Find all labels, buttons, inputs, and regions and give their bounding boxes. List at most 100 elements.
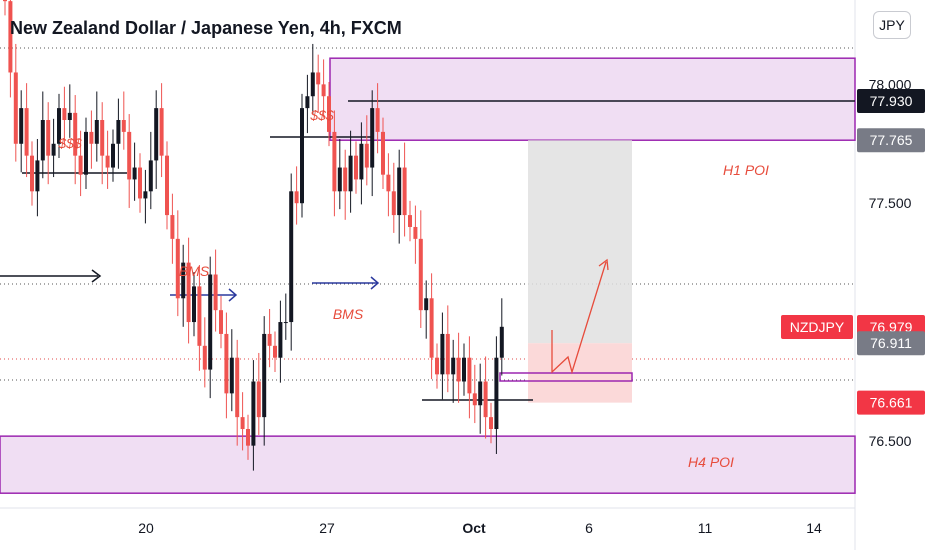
candle-body bbox=[235, 357, 240, 418]
candle-body bbox=[456, 357, 461, 382]
candle-body bbox=[370, 108, 375, 168]
candle-body bbox=[489, 417, 493, 430]
x-tick-label: 11 bbox=[698, 520, 713, 536]
h4-poi-zone bbox=[0, 435, 856, 494]
candle-body bbox=[472, 393, 477, 406]
arrow-head-left bbox=[91, 269, 102, 283]
projection-arrow-head bbox=[598, 258, 609, 271]
h4-poi-label: H4 POI bbox=[688, 454, 734, 470]
candle-body bbox=[316, 72, 321, 85]
candle-body bbox=[19, 108, 24, 144]
candle-body bbox=[327, 96, 331, 132]
candle-body bbox=[192, 286, 196, 323]
price-tag-value: 76.979 bbox=[870, 319, 913, 335]
price-tag-bg bbox=[857, 128, 925, 153]
candle-body bbox=[262, 333, 267, 418]
candle-body bbox=[305, 96, 310, 109]
candle-body bbox=[310, 72, 315, 97]
candle-body bbox=[424, 298, 429, 311]
price-tag-bg bbox=[857, 88, 925, 113]
candle-body bbox=[67, 112, 72, 121]
candle-body bbox=[84, 131, 88, 175]
bms-arrow-head bbox=[228, 288, 238, 302]
candle-body bbox=[208, 274, 213, 370]
x-tick-label: 14 bbox=[806, 520, 822, 536]
candle-body bbox=[348, 155, 353, 192]
liquidity-label-left: $$$ bbox=[57, 135, 82, 151]
candle-body bbox=[3, 0, 7, 2]
price-tag-value: 76.911 bbox=[870, 335, 912, 351]
candle-body bbox=[30, 155, 34, 192]
candle-body bbox=[57, 108, 61, 144]
chart-title: New Zealand Dollar / Japanese Yen, 4h, F… bbox=[10, 18, 402, 38]
candle-body bbox=[494, 357, 499, 430]
currency-button[interactable]: JPY bbox=[873, 11, 911, 39]
price-tag-value: 76.661 bbox=[870, 395, 913, 411]
candle-body bbox=[289, 191, 294, 323]
candle-body bbox=[51, 143, 56, 156]
candle-body bbox=[181, 262, 186, 299]
candle-body bbox=[499, 326, 504, 358]
candle-body bbox=[343, 167, 348, 192]
x-tick-label: 20 bbox=[138, 520, 154, 536]
candle-body bbox=[283, 322, 288, 324]
candle-body bbox=[213, 274, 218, 311]
candle-body bbox=[62, 108, 67, 121]
candle-body bbox=[359, 143, 364, 180]
h1-poi-zone bbox=[329, 57, 856, 141]
candle-body bbox=[478, 381, 483, 406]
candle-body bbox=[337, 167, 342, 192]
candle-body bbox=[40, 120, 45, 161]
candle-body bbox=[321, 84, 326, 97]
projection-path bbox=[551, 261, 607, 375]
candle-body bbox=[440, 333, 445, 375]
candle-body bbox=[8, 1, 13, 73]
symbol-tag-bg bbox=[781, 315, 853, 340]
candle-body bbox=[24, 108, 29, 156]
candle-body bbox=[111, 143, 115, 168]
price-tag-bg bbox=[857, 390, 925, 415]
y-tick-label: 76.500 bbox=[869, 433, 912, 449]
candle-body bbox=[138, 167, 142, 199]
candle-body bbox=[186, 262, 191, 323]
candle-body bbox=[278, 322, 283, 358]
position-target-box bbox=[528, 140, 632, 344]
candle-body bbox=[35, 160, 40, 192]
bms-arrow-head bbox=[370, 276, 380, 290]
candle-body bbox=[121, 120, 126, 132]
candle-body bbox=[202, 345, 207, 370]
candle-body bbox=[273, 345, 277, 358]
bms-label-right: BMS bbox=[333, 306, 364, 322]
x-tick-label: Oct bbox=[462, 520, 486, 536]
candle-body bbox=[46, 120, 51, 156]
bms-label-left: BMS bbox=[179, 263, 210, 279]
candle-body bbox=[143, 191, 148, 199]
candle-body bbox=[294, 191, 299, 204]
candle-body bbox=[256, 381, 261, 418]
candle-body bbox=[170, 215, 175, 239]
candle-body bbox=[94, 120, 99, 144]
candle-body bbox=[240, 417, 245, 430]
candle-body bbox=[375, 108, 380, 132]
candle-body bbox=[413, 226, 418, 239]
candle-body bbox=[435, 357, 439, 375]
candle-body bbox=[224, 333, 229, 394]
candle-body bbox=[159, 108, 164, 156]
candle-body bbox=[354, 155, 358, 180]
candle-body bbox=[116, 120, 121, 144]
h1-poi-label: H1 POI bbox=[723, 162, 769, 178]
candle-body bbox=[73, 112, 78, 156]
symbol-tag-label: NZDJPY bbox=[790, 319, 845, 335]
candle-body bbox=[451, 357, 456, 375]
candle-body bbox=[148, 160, 153, 192]
y-tick-label: 77.500 bbox=[869, 195, 912, 211]
candle-body bbox=[246, 429, 250, 446]
candle-body bbox=[89, 131, 94, 144]
candle-body bbox=[251, 381, 256, 446]
candle-body bbox=[391, 191, 396, 216]
price-tag-value: 77.765 bbox=[870, 132, 913, 148]
candle-body bbox=[229, 357, 234, 394]
price-tag-bg bbox=[857, 331, 925, 356]
candle-body bbox=[165, 155, 169, 216]
